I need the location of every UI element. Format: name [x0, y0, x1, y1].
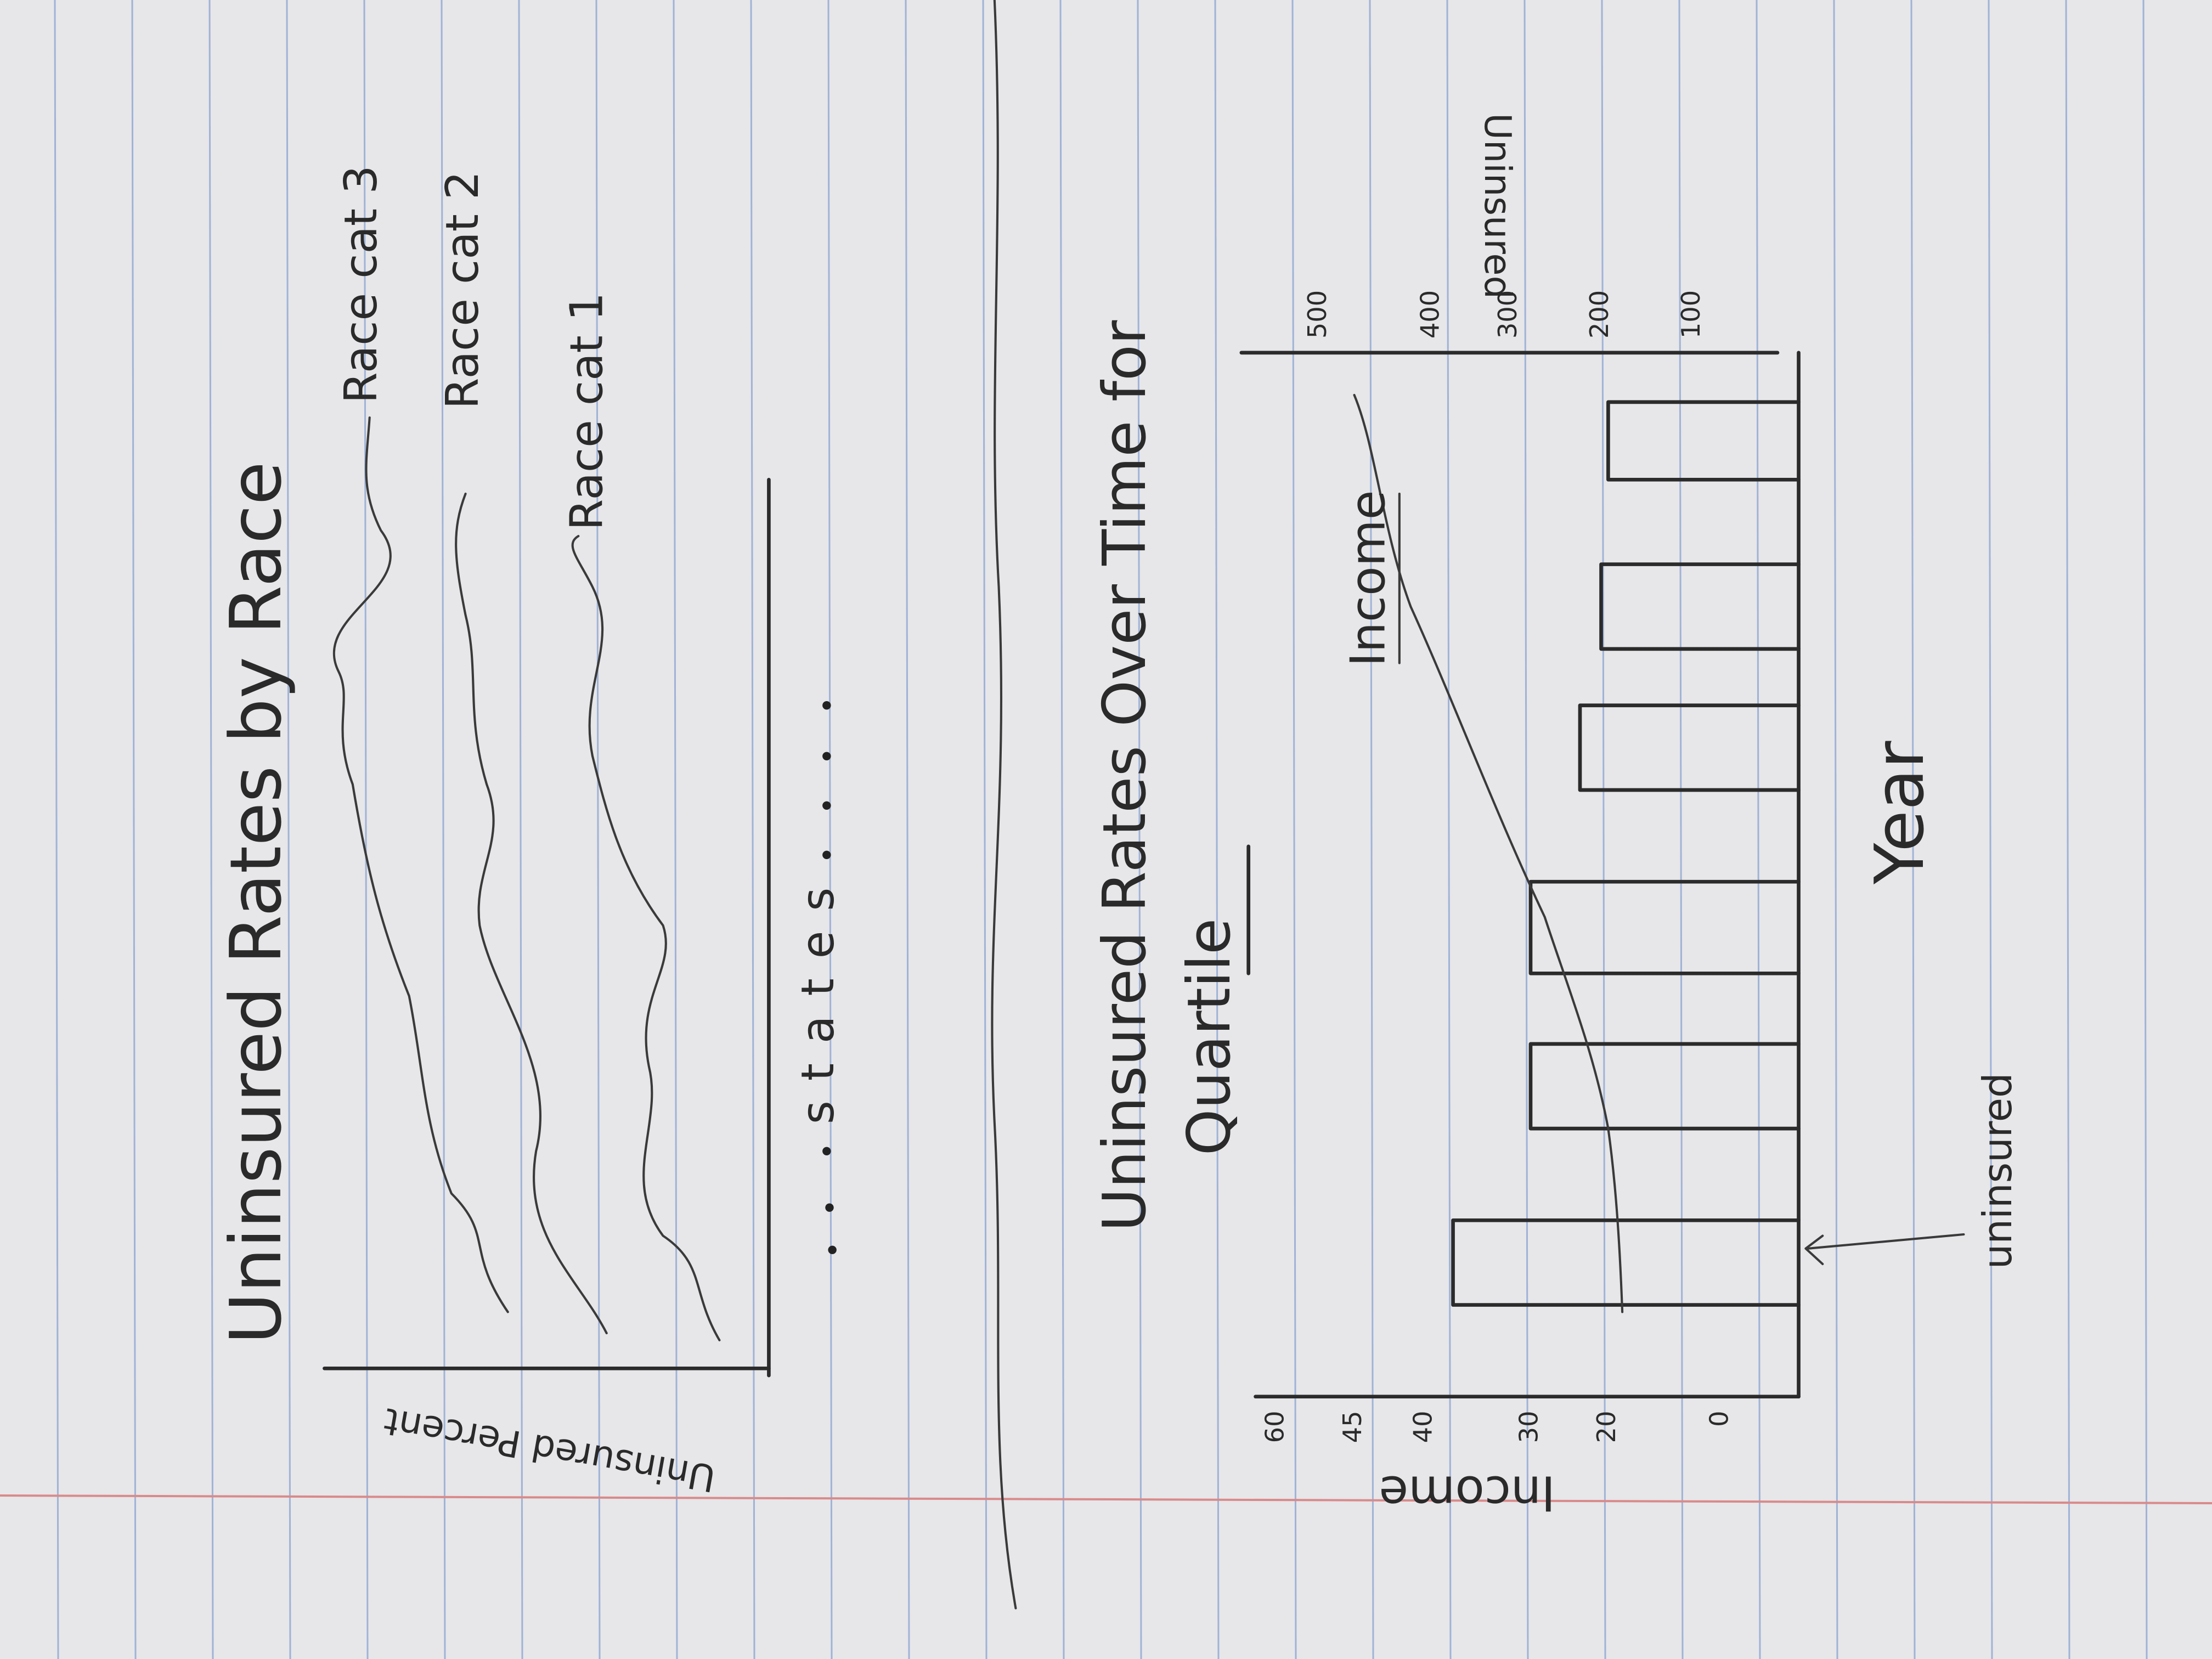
right-axis-label: Uninsured	[1476, 113, 1519, 299]
rule-line	[1446, 0, 1452, 1659]
left-tick-label: 20	[1592, 1410, 1621, 1443]
rule-line	[750, 0, 755, 1659]
rule-line	[54, 0, 59, 1659]
race-line	[333, 416, 509, 1313]
dots	[822, 701, 837, 1255]
bar	[1578, 703, 1801, 792]
bar	[1599, 562, 1801, 651]
rule-line	[827, 0, 833, 1659]
rule-line	[2142, 0, 2148, 1659]
rule-line	[1910, 0, 1916, 1659]
rule-line	[1369, 0, 1374, 1659]
rule-line	[131, 0, 137, 1659]
annotation-arrow	[1804, 1233, 1965, 1266]
right-tick-label: 400	[1415, 290, 1444, 338]
rule-line	[208, 0, 214, 1659]
rule-line	[1678, 0, 1684, 1659]
margin-line	[0, 1494, 2212, 1504]
bar	[1451, 1218, 1801, 1307]
right-tick-label: 300	[1493, 290, 1522, 338]
rule-line	[518, 0, 523, 1659]
rule-line	[441, 0, 446, 1659]
rule-line	[595, 0, 601, 1659]
race-line	[455, 492, 608, 1335]
race-line	[571, 535, 721, 1341]
rule-line	[286, 0, 291, 1659]
line-label: Race cat 1	[561, 292, 613, 531]
rule-line	[1833, 0, 1838, 1659]
bar	[1528, 1042, 1801, 1131]
line-label: Income	[1340, 490, 1396, 667]
bar	[1528, 879, 1801, 975]
left-tick-label: 60	[1260, 1410, 1290, 1443]
left-tick-label: 0	[1705, 1410, 1734, 1426]
rule-line	[905, 0, 910, 1659]
rule-line	[982, 0, 988, 1659]
chart-title: Uninsured Rates by Race	[216, 461, 297, 1344]
rule-line	[1601, 0, 1606, 1659]
rule-line	[1291, 0, 1297, 1659]
income-line	[1353, 393, 1624, 1313]
chart-subtitle: Quartile	[1175, 918, 1244, 1156]
left-tick-label: 45	[1338, 1410, 1367, 1443]
left-axis-label: Income	[1379, 1465, 1555, 1521]
paper-rules	[54, 0, 2148, 1659]
rule-line	[363, 0, 369, 1659]
right-tick-label: 500	[1302, 290, 1332, 338]
annotation: uninsured	[1974, 1073, 2021, 1269]
rule-line	[1059, 0, 1065, 1659]
rule-line	[1756, 0, 1761, 1659]
x-axis-label: Year	[1860, 741, 1939, 885]
rule-line	[1988, 0, 1993, 1659]
line-label: Race cat 2	[437, 171, 489, 409]
rule-line	[1523, 0, 1529, 1659]
bar	[1606, 400, 1801, 482]
rule-line	[1137, 0, 1142, 1659]
right-tick-label: 200	[1584, 290, 1614, 338]
rule-line	[2065, 0, 2070, 1659]
chart-title: Uninsured Rates Over Time for	[1091, 320, 1159, 1232]
x-axis-label: states	[792, 868, 844, 1124]
rule-line	[673, 0, 678, 1659]
line-label: Race cat 3	[335, 165, 387, 403]
separator	[991, 0, 1017, 1610]
rule-line	[1214, 0, 1220, 1659]
left-tick-label: 40	[1408, 1410, 1438, 1443]
right-tick-label: 100	[1676, 290, 1706, 338]
left-tick-label: 30	[1514, 1410, 1543, 1443]
